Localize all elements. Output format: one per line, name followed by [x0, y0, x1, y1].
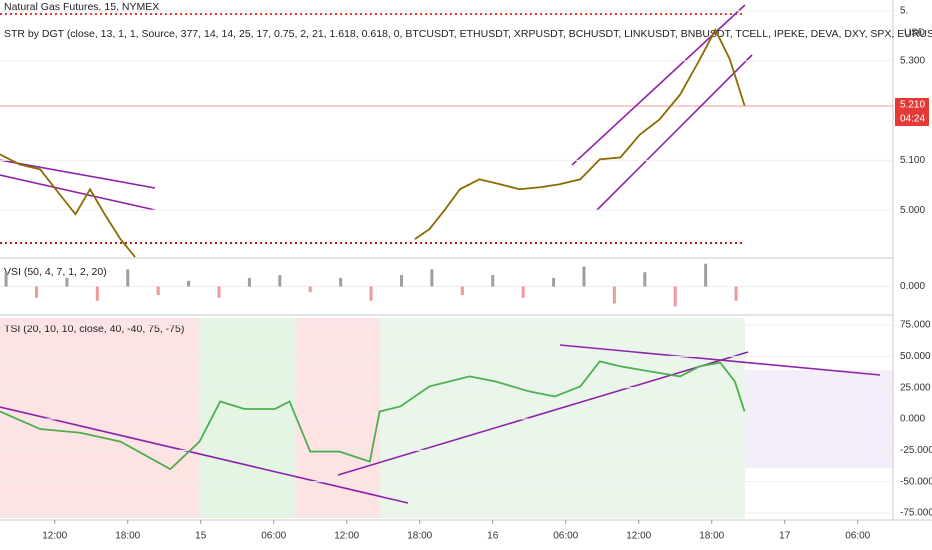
- y-tick-label: -75.000: [900, 508, 932, 519]
- y-tick-label: 50.000: [900, 351, 931, 362]
- y-tick-label: 5.300: [900, 55, 925, 66]
- bull-zone: [380, 318, 745, 518]
- bear-zone: [295, 318, 380, 518]
- bar: [521, 286, 525, 298]
- x-tick-label: 12:00: [626, 531, 651, 542]
- bar: [187, 280, 191, 287]
- countdown: 04:24: [900, 114, 925, 125]
- y-tick-label: 0.000: [900, 414, 925, 425]
- bar: [247, 277, 251, 287]
- x-tick-label: 15: [195, 531, 207, 542]
- bar: [734, 286, 738, 301]
- bar: [34, 286, 38, 298]
- x-tick-label: 06:00: [261, 531, 286, 542]
- y-tick-label: 75.000: [900, 320, 931, 331]
- x-tick-label: 12:00: [334, 531, 359, 542]
- bar: [643, 272, 647, 287]
- y-tick-label: 5.100: [900, 155, 925, 166]
- indicator-legend: TSI (20, 10, 10, close, 40, -40, 75, -75…: [4, 323, 184, 335]
- bar: [460, 286, 464, 296]
- bar: [339, 277, 343, 287]
- bar: [430, 269, 434, 287]
- bar: [582, 266, 586, 287]
- bar: [673, 286, 677, 307]
- bar: [308, 286, 312, 293]
- bar: [278, 275, 282, 287]
- bar: [217, 286, 221, 298]
- x-tick-label: 06:00: [845, 531, 870, 542]
- bar: [399, 275, 403, 287]
- trend-lines: [0, 4, 881, 504]
- x-tick-label: 18:00: [407, 531, 432, 542]
- bar: [369, 286, 373, 301]
- bar: [4, 272, 8, 287]
- x-tick-label: 12:00: [42, 531, 67, 542]
- y-tick-label: 25.000: [900, 382, 931, 393]
- y-tick-label: 0.000: [900, 281, 925, 292]
- y-tick-label: -50.000: [900, 476, 932, 487]
- bull-zone: [200, 318, 295, 518]
- bar: [612, 286, 616, 304]
- bear-zone: [0, 318, 200, 518]
- series-line: [0, 360, 746, 471]
- x-tick-label: 06:00: [553, 531, 578, 542]
- bar: [552, 277, 556, 287]
- bar: [491, 275, 495, 287]
- x-tick-label: 16: [487, 531, 499, 542]
- bar: [126, 269, 130, 287]
- bar: [95, 286, 99, 301]
- currency: USD: [904, 28, 925, 39]
- y-tick-label: -25.000: [900, 445, 932, 456]
- bar: [156, 286, 160, 296]
- x-tick-label: 17: [779, 531, 791, 542]
- x-tick-label: 18:00: [115, 531, 140, 542]
- y-tick-label: 5.000: [900, 205, 925, 216]
- indicator-legend: VSI (50, 4, 7, 1, 2, 20): [4, 266, 107, 278]
- chart-title: Natural Gas Futures, 15, NYMEX: [4, 1, 159, 13]
- last-price-box: [895, 98, 929, 126]
- series-line: [414, 27, 746, 240]
- y-tick-label: 5.: [900, 6, 908, 17]
- indicator-legend: STR by DGT (close, 13, 1, 1, Source, 377…: [4, 28, 932, 40]
- series-line: [0, 153, 136, 258]
- last-price: 5.210: [900, 100, 925, 111]
- x-tick-label: 18:00: [699, 531, 724, 542]
- bar: [704, 263, 708, 287]
- bar: [65, 277, 69, 287]
